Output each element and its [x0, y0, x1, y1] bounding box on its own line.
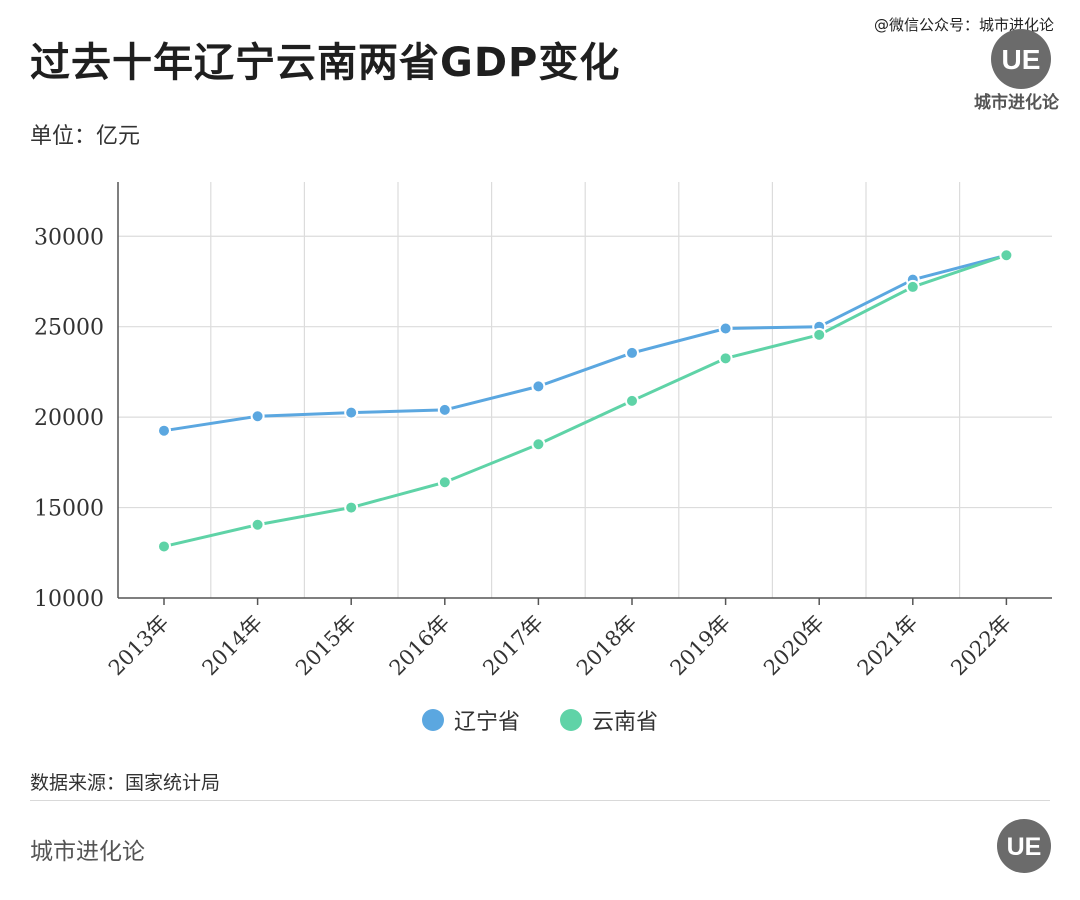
y-tick-label: 15000 [34, 497, 104, 522]
legend-dot-yunnan [560, 709, 582, 731]
chart-title: 过去十年辽宁云南两省GDP变化 [30, 40, 621, 86]
x-tick-label: 2021年 [853, 611, 923, 681]
x-tick-label: 2013年 [104, 611, 174, 681]
grid-lines [118, 182, 1052, 598]
data-point-1 [718, 351, 733, 366]
data-point-1 [625, 393, 639, 408]
x-tick-label: 2016年 [385, 611, 455, 681]
svg-text:UE: UE [1007, 833, 1042, 861]
x-tick-label: 2014年 [198, 611, 268, 681]
data-point-1 [250, 517, 265, 532]
data-point-1 [157, 539, 171, 554]
unit-label: 单位：亿元 [30, 124, 141, 149]
y-tick-labels: 10000 15000 20000 25000 30000 [34, 225, 104, 612]
data-point-0 [531, 379, 546, 394]
legend-item-yunnan[interactable]: 云南省 [560, 704, 658, 736]
data-point-1 [437, 475, 452, 490]
legend-label-yunnan: 云南省 [592, 710, 659, 735]
y-tick-label: 25000 [34, 316, 104, 341]
brand-logo-label: 城市进化论 [974, 93, 1059, 113]
legend: 辽宁省 云南省 [0, 704, 1080, 736]
footer-logo-icon: UE [997, 819, 1051, 873]
data-point-1 [812, 327, 827, 342]
data-point-1 [905, 279, 920, 294]
x-tick-labels: 2013年 2014年 2015年 2016年 2017年 2018年 2019年 2020年… [104, 611, 1016, 681]
data-point-1 [999, 248, 1014, 263]
legend-label-liaoning: 辽宁省 [453, 710, 520, 735]
data-point-0 [250, 409, 265, 424]
x-tick-label: 2018年 [572, 611, 642, 681]
y-tick-label: 20000 [34, 406, 104, 431]
data-point-0 [718, 321, 733, 336]
data-point-0 [157, 423, 171, 438]
footer-divider [30, 800, 1050, 801]
data-point-0 [344, 405, 359, 420]
y-tick-label: 30000 [34, 225, 104, 250]
legend-item-liaoning[interactable]: 辽宁省 [421, 704, 520, 736]
brand-logo-icon: UE [991, 29, 1051, 89]
x-tick-label: 2015年 [291, 611, 361, 681]
footer-brand: 城市进化论 [30, 839, 145, 865]
data-point-0 [625, 345, 639, 360]
data-point-1 [344, 500, 359, 515]
legend-dot-liaoning [421, 709, 444, 731]
x-tick-label: 2017年 [478, 611, 548, 681]
x-tick-label: 2020年 [759, 611, 829, 681]
data-source: 数据来源：国家统计局 [30, 772, 221, 794]
series [157, 248, 1014, 554]
series-line-1 [163, 253, 1007, 548]
watermark-text: @微信公众号：城市进化论 [873, 16, 1054, 34]
data-point-0 [437, 402, 452, 417]
y-tick-label: 10000 [34, 587, 104, 612]
svg-text:UE: UE [1002, 44, 1041, 75]
x-tick-label: 2022年 [946, 611, 1016, 681]
data-point-1 [531, 437, 546, 452]
x-tick-label: 2019年 [666, 611, 736, 681]
axes [117, 182, 1052, 605]
series-line-0 [163, 253, 1007, 433]
